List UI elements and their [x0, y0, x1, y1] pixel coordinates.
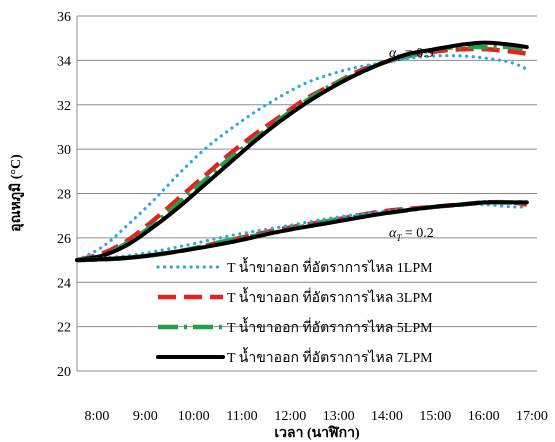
y-tick-28: 28 [57, 188, 71, 203]
x-tick-9: 17:00 [516, 409, 548, 424]
series-lines [75, 40, 529, 263]
x-tick-7: 15:00 [419, 409, 451, 424]
x-axis-title: เวลา (นาฬิกา) [274, 425, 360, 441]
y-tick-labels: 20 22 24 26 28 30 32 34 36 [57, 10, 71, 380]
y-tick-26: 26 [57, 232, 71, 247]
legend-label-1: T น้ำขาออก ที่อัตราการไหล 3LPM [227, 287, 433, 306]
legend-label-3: T น้ำขาออก ที่อัตราการไหล 7LPM [227, 347, 433, 366]
y-tick-20: 20 [57, 365, 71, 380]
x-tick-8: 16:00 [468, 409, 500, 424]
x-tick-5: 13:00 [323, 409, 355, 424]
x-tick-2: 10:00 [178, 409, 210, 424]
y-tick-30: 30 [57, 143, 71, 158]
y-tick-24: 24 [57, 276, 71, 291]
legend-label-2: T น้ำขาออก ที่อัตราการไหล 5LPM [227, 317, 433, 336]
y-tick-34: 34 [57, 54, 71, 69]
x-tick-4: 12:00 [274, 409, 306, 424]
x-tick-1: 9:00 [133, 409, 158, 424]
x-tick-labels: 8:00 9:00 10:00 11:00 12:00 13:00 14:00 15:00 16… [85, 409, 548, 424]
legend: T น้ำขาออก ที่อัตราการไหล 1LPM T น้ำขาออก… [156, 257, 433, 366]
y-tick-22: 22 [57, 321, 71, 336]
gridlines [76, 15, 537, 372]
series-line-0-9-0 [75, 54, 529, 262]
annotation-alpha-0-2: αT = 0.2 [389, 226, 434, 243]
series-line-0-2-7 [75, 200, 529, 263]
series-line-0-9-3 [75, 40, 529, 263]
legend-label-0: T น้ำขาออก ที่อัตราการไหล 1LPM [227, 257, 433, 276]
x-tick-0: 8:00 [85, 409, 110, 424]
x-tick-3: 11:00 [226, 409, 257, 424]
series-line-0-2-4 [75, 202, 529, 262]
y-axis-title: อุณหภูมิ (°C) [8, 154, 24, 232]
y-tick-32: 32 [57, 99, 71, 114]
x-tick-6: 14:00 [371, 409, 403, 424]
annotation-alpha-0-9: αT = 0.9 [389, 46, 434, 63]
y-tick-36: 36 [57, 10, 71, 25]
